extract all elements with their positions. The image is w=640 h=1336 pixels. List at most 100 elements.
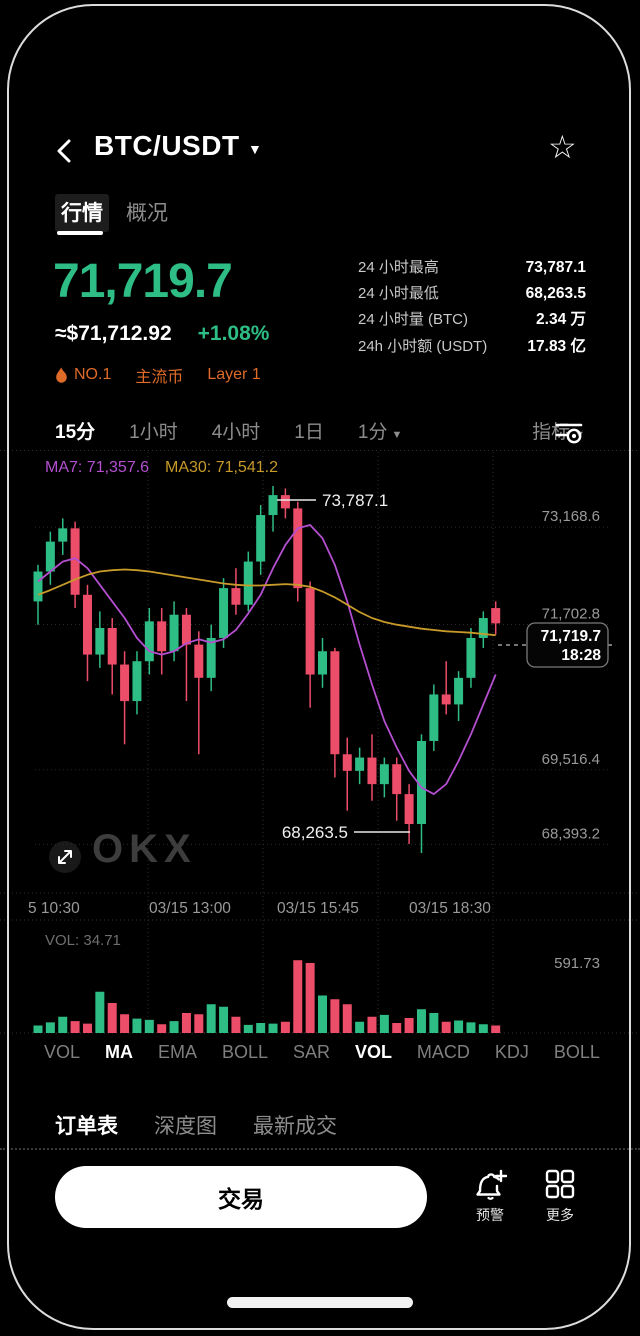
candle-body [392,764,402,795]
candle-body [330,651,340,755]
indicator-tab-boll-8[interactable]: BOLL [553,1042,600,1062]
ma30-line [37,568,496,637]
indicator-tab-sar-4[interactable]: SAR [292,1042,330,1062]
bottom-tab-2[interactable]: 最新成交 [253,1115,337,1138]
candle-body [95,628,105,655]
volume-bar [441,1021,451,1033]
vol-indicator-label: VOL: 34.71 [45,932,121,949]
candle-body [144,621,154,662]
stat-row-2: 24 小时量 (BTC) 2.34 万 [358,307,586,329]
candle-body [120,664,130,702]
tab-quotes[interactable]: 行情 [55,194,109,232]
volume-bar [379,1014,389,1033]
candle-body [45,541,55,572]
candle-body [429,694,439,741]
timeframe-1分[interactable]: 1分 ▼ [357,422,403,443]
candle-body [231,588,241,605]
x-axis-label: 03/15 13:00 [149,900,231,917]
volume-bar [466,1022,476,1033]
volume-bar [45,1022,55,1033]
volume-bar [120,1014,130,1033]
volume-bar [132,1018,142,1033]
grid-icon [545,1169,575,1199]
x-axis-label: 5 10:30 [28,900,80,917]
badge-1[interactable]: 主流币 [135,363,183,387]
badge-2[interactable]: Layer 1 [207,366,260,384]
volume-bar [181,1012,191,1033]
badge-0[interactable]: NO.1 [55,366,111,384]
candle-body [355,757,365,771]
stat-label: 24 小时最高 [358,259,439,276]
change-percent: +1.08% [197,322,270,345]
chart-settings-button[interactable] [552,419,586,447]
star-icon[interactable]: ☆ [548,129,577,165]
volume-bar [355,1021,365,1033]
home-indicator[interactable] [227,1297,413,1308]
candle-body [58,528,68,542]
volume-bar [330,999,340,1033]
volume-bar [454,1020,464,1033]
candle-body [132,661,142,702]
candle-body [404,794,414,825]
volume-bar [157,1024,167,1033]
candle-body [268,495,278,516]
indicator-tab-kdj-7[interactable]: KDJ [494,1042,529,1062]
trade-button[interactable]: 交易 [55,1166,427,1228]
indicator-tab-ema-2[interactable]: EMA [157,1042,197,1062]
stat-label: 24 小时最低 [358,284,439,302]
last-price: 71,719.7 [53,255,233,308]
volume-bar [318,995,328,1033]
more-label: 更多 [546,1207,574,1223]
candle-body [491,608,501,624]
active-tab-underline [57,231,103,235]
badge-label: NO.1 [74,366,112,383]
candle-body [305,588,315,675]
y-axis-label: 69,516.4 [542,751,600,768]
indicator-tab-ma-1[interactable]: MA [105,1042,133,1062]
price-chart[interactable]: 73,168.6 71,702.8 69,516.4 68,393.2 OKX MA7: … [0,450,640,1040]
timeframe-row: 15分 1小时 4小时 1日 1分 ▼ 指标 ▼ [55,417,585,444]
volume-bar [58,1016,68,1033]
volume-bar [107,1002,117,1033]
timeframe-1小时[interactable]: 1小时 [129,422,178,443]
candle-body [478,618,488,638]
candle-body [441,694,451,705]
timeframe-15分[interactable]: 15分 [55,422,96,443]
expand-icon [58,850,72,864]
timeframe-4小时[interactable]: 4小时 [211,422,261,443]
candle-body [70,528,80,595]
indicator-tab-boll-3[interactable]: BOLL [221,1042,268,1062]
chevron-down-icon[interactable]: ▼ [248,141,262,157]
volume-bar [478,1024,488,1033]
alert-button[interactable]: 预警 [462,1167,518,1225]
timeframe-1日[interactable]: 1日 [294,422,324,443]
candle-body [157,621,167,652]
stat-value: 73,787.1 [525,259,586,276]
indicator-tab-macd-6[interactable]: MACD [416,1042,470,1062]
bottom-tab-1[interactable]: 深度图 [154,1115,217,1138]
ma7-legend: MA7: 71,357.6 [45,459,149,476]
last-price-badge[interactable] [526,622,609,668]
volume-bar [231,1016,241,1033]
vol-axis-label: 591.73 [554,955,600,972]
low-annotation: 68,263.5 [282,823,348,842]
candle-body [280,495,290,509]
stat-value: 68,263.5 [525,284,586,302]
back-button[interactable] [48,134,82,168]
y-axis-label: 73,168.6 [542,508,600,525]
usd-price: ≈$71,712.92 [55,322,172,345]
pair-title: BTC/USDT [94,130,240,161]
chevron-left-icon [57,139,71,163]
indicator-tab-vol-0[interactable]: VOL [44,1042,81,1062]
volume-bar [429,1012,439,1033]
candle-body [219,588,229,638]
more-button[interactable]: 更多 [532,1167,588,1225]
bottom-tab-0[interactable]: 订单表 [55,1115,118,1138]
volume-bar [243,1024,253,1033]
candle-body [82,594,92,655]
ma30-legend: MA30: 71,541.2 [165,459,278,476]
indicator-tab-vol-5[interactable]: VOL [354,1042,392,1062]
tab-overview[interactable]: 概况 [126,202,168,225]
candle-body [194,644,204,678]
stat-label: 24 小时量 (BTC) [358,311,469,328]
